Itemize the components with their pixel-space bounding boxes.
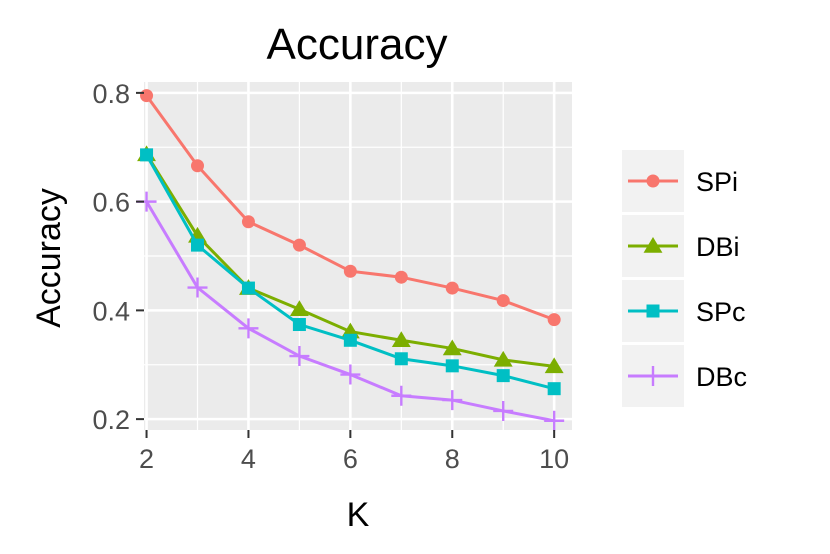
- data-point-spc: [343, 333, 357, 347]
- legend-marker-dbc: [643, 366, 663, 386]
- series-spi: [140, 89, 561, 327]
- data-point-spc: [241, 281, 255, 295]
- data-point-spc: [547, 382, 561, 396]
- data-point-dbc: [442, 390, 463, 411]
- minor-gridlines: [144, 82, 572, 430]
- legend-label-spi: SPi: [696, 167, 738, 197]
- data-point-dbc: [289, 346, 310, 367]
- y-tick-label: 0.6: [92, 188, 130, 218]
- legend-item-spi: SPi: [622, 150, 738, 212]
- x-tick-label: 4: [241, 444, 256, 474]
- data-point-spc: [496, 369, 510, 383]
- legend-item-spc: SPc: [622, 280, 746, 342]
- x-tick-label: 2: [139, 444, 154, 474]
- data-point-dbc: [493, 400, 514, 421]
- series-dbc: [136, 191, 565, 431]
- x-axis-title: K: [347, 496, 370, 534]
- chart-title: Accuracy: [267, 20, 448, 69]
- data-point-dbi: [442, 339, 462, 356]
- y-tick-label: 0.2: [92, 405, 130, 435]
- data-point-spi: [292, 238, 306, 252]
- data-point-spc: [191, 238, 204, 252]
- legend-marker-spc: [646, 304, 660, 318]
- data-point-dbi: [544, 357, 564, 374]
- legend-label-spc: SPc: [696, 297, 746, 327]
- y-tick-label: 0.4: [92, 296, 130, 326]
- data-point-spi: [394, 270, 408, 284]
- legend-item-dbi: DBi: [622, 215, 740, 277]
- legend-item-dbc: DBc: [622, 345, 747, 407]
- data-point-dbc: [391, 385, 412, 406]
- data-point-dbi: [289, 300, 309, 317]
- data-point-spi: [140, 89, 154, 103]
- x-tick-label: 10: [539, 444, 569, 474]
- axes-layer: 2 4 6 8 10 0.2 0.4 0.6 0.8: [92, 79, 569, 474]
- data-point-spi: [191, 159, 204, 173]
- data-point-dbi: [391, 331, 411, 348]
- legend-label-dbc: DBc: [696, 362, 747, 392]
- y-axis-title: Accuracy: [30, 188, 68, 328]
- data-point-spi: [241, 215, 255, 229]
- x-tick-label: 6: [343, 444, 358, 474]
- data-point-spi: [496, 294, 510, 308]
- data-point-dbc: [340, 364, 361, 385]
- data-point-spi: [547, 313, 561, 327]
- legend: SPi DBi SPc DBc: [622, 150, 747, 407]
- data-point-spc: [292, 318, 306, 332]
- data-point-spi: [343, 264, 357, 278]
- legend-marker-dbi: [643, 237, 663, 253]
- data-point-dbc: [544, 410, 565, 431]
- legend-label-dbi: DBi: [696, 232, 740, 262]
- legend-marker-spi: [646, 174, 660, 188]
- series-spc: [140, 148, 561, 396]
- series-layer: [136, 89, 565, 431]
- data-point-spc: [140, 148, 154, 162]
- data-point-dbc: [187, 277, 208, 298]
- data-point-spi: [445, 281, 459, 295]
- x-tick-label: 8: [445, 444, 460, 474]
- data-point-dbi: [493, 350, 513, 367]
- y-tick-label: 0.8: [92, 79, 130, 109]
- data-point-spc: [445, 359, 459, 373]
- data-point-spc: [394, 352, 408, 366]
- data-point-dbc: [238, 318, 259, 339]
